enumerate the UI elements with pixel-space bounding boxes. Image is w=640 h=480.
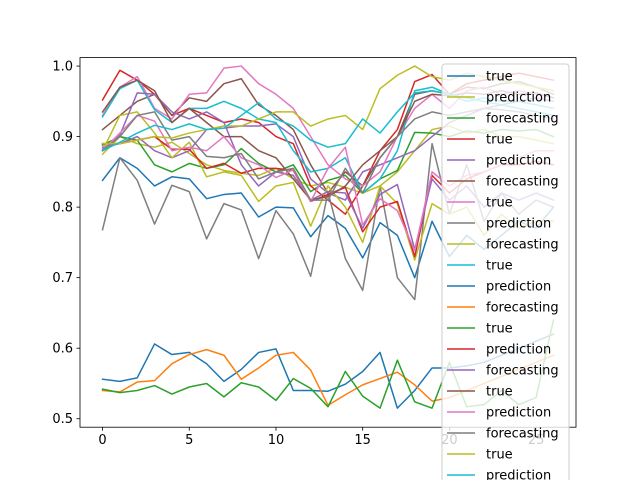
legend-label-3: true	[486, 133, 513, 148]
legend-label-19: prediction	[486, 469, 551, 480]
legend-label-0: true	[486, 70, 513, 85]
legend-label-9: true	[486, 259, 513, 274]
legend-label-6: true	[486, 196, 513, 211]
legend-label-17: forecasting	[486, 427, 559, 442]
y-tick-label-2: 0.7	[52, 271, 73, 286]
x-tick-label-1: 5	[185, 433, 193, 448]
y-axis: 0.5 0.6 0.7 0.8 0.9 1.0	[52, 60, 80, 427]
y-tick-label-5: 1.0	[52, 60, 73, 75]
x-tick-label-2: 10	[268, 433, 285, 448]
plot-frame	[79, 57, 577, 428]
legend-label-5: forecasting	[486, 175, 559, 190]
legend-label-15: true	[486, 385, 513, 400]
legend-label-10: prediction	[486, 280, 551, 295]
legend-box	[441, 63, 570, 480]
y-tick-label-3: 0.8	[52, 201, 73, 216]
legend-label-16: prediction	[486, 406, 551, 421]
y-tick-label-0: 0.5	[52, 412, 73, 427]
legend-label-2: forecasting	[486, 112, 559, 127]
legend-label-14: forecasting	[486, 364, 559, 379]
legend-label-11: forecasting	[486, 301, 559, 316]
legend: true prediction forecasting true prediction f…	[441, 63, 570, 480]
legend-label-13: prediction	[486, 343, 551, 358]
legend-label-1: prediction	[486, 91, 551, 106]
legend-label-18: true	[486, 448, 513, 463]
x-tick-label-3: 15	[354, 433, 371, 448]
legend-label-12: true	[486, 322, 513, 337]
legend-label-7: prediction	[486, 217, 551, 232]
y-tick-label-1: 0.6	[52, 342, 73, 357]
y-tick-label-4: 0.9	[52, 130, 73, 145]
legend-label-4: prediction	[486, 154, 551, 169]
x-tick-label-0: 0	[98, 433, 106, 448]
legend-label-8: forecasting	[486, 238, 559, 253]
